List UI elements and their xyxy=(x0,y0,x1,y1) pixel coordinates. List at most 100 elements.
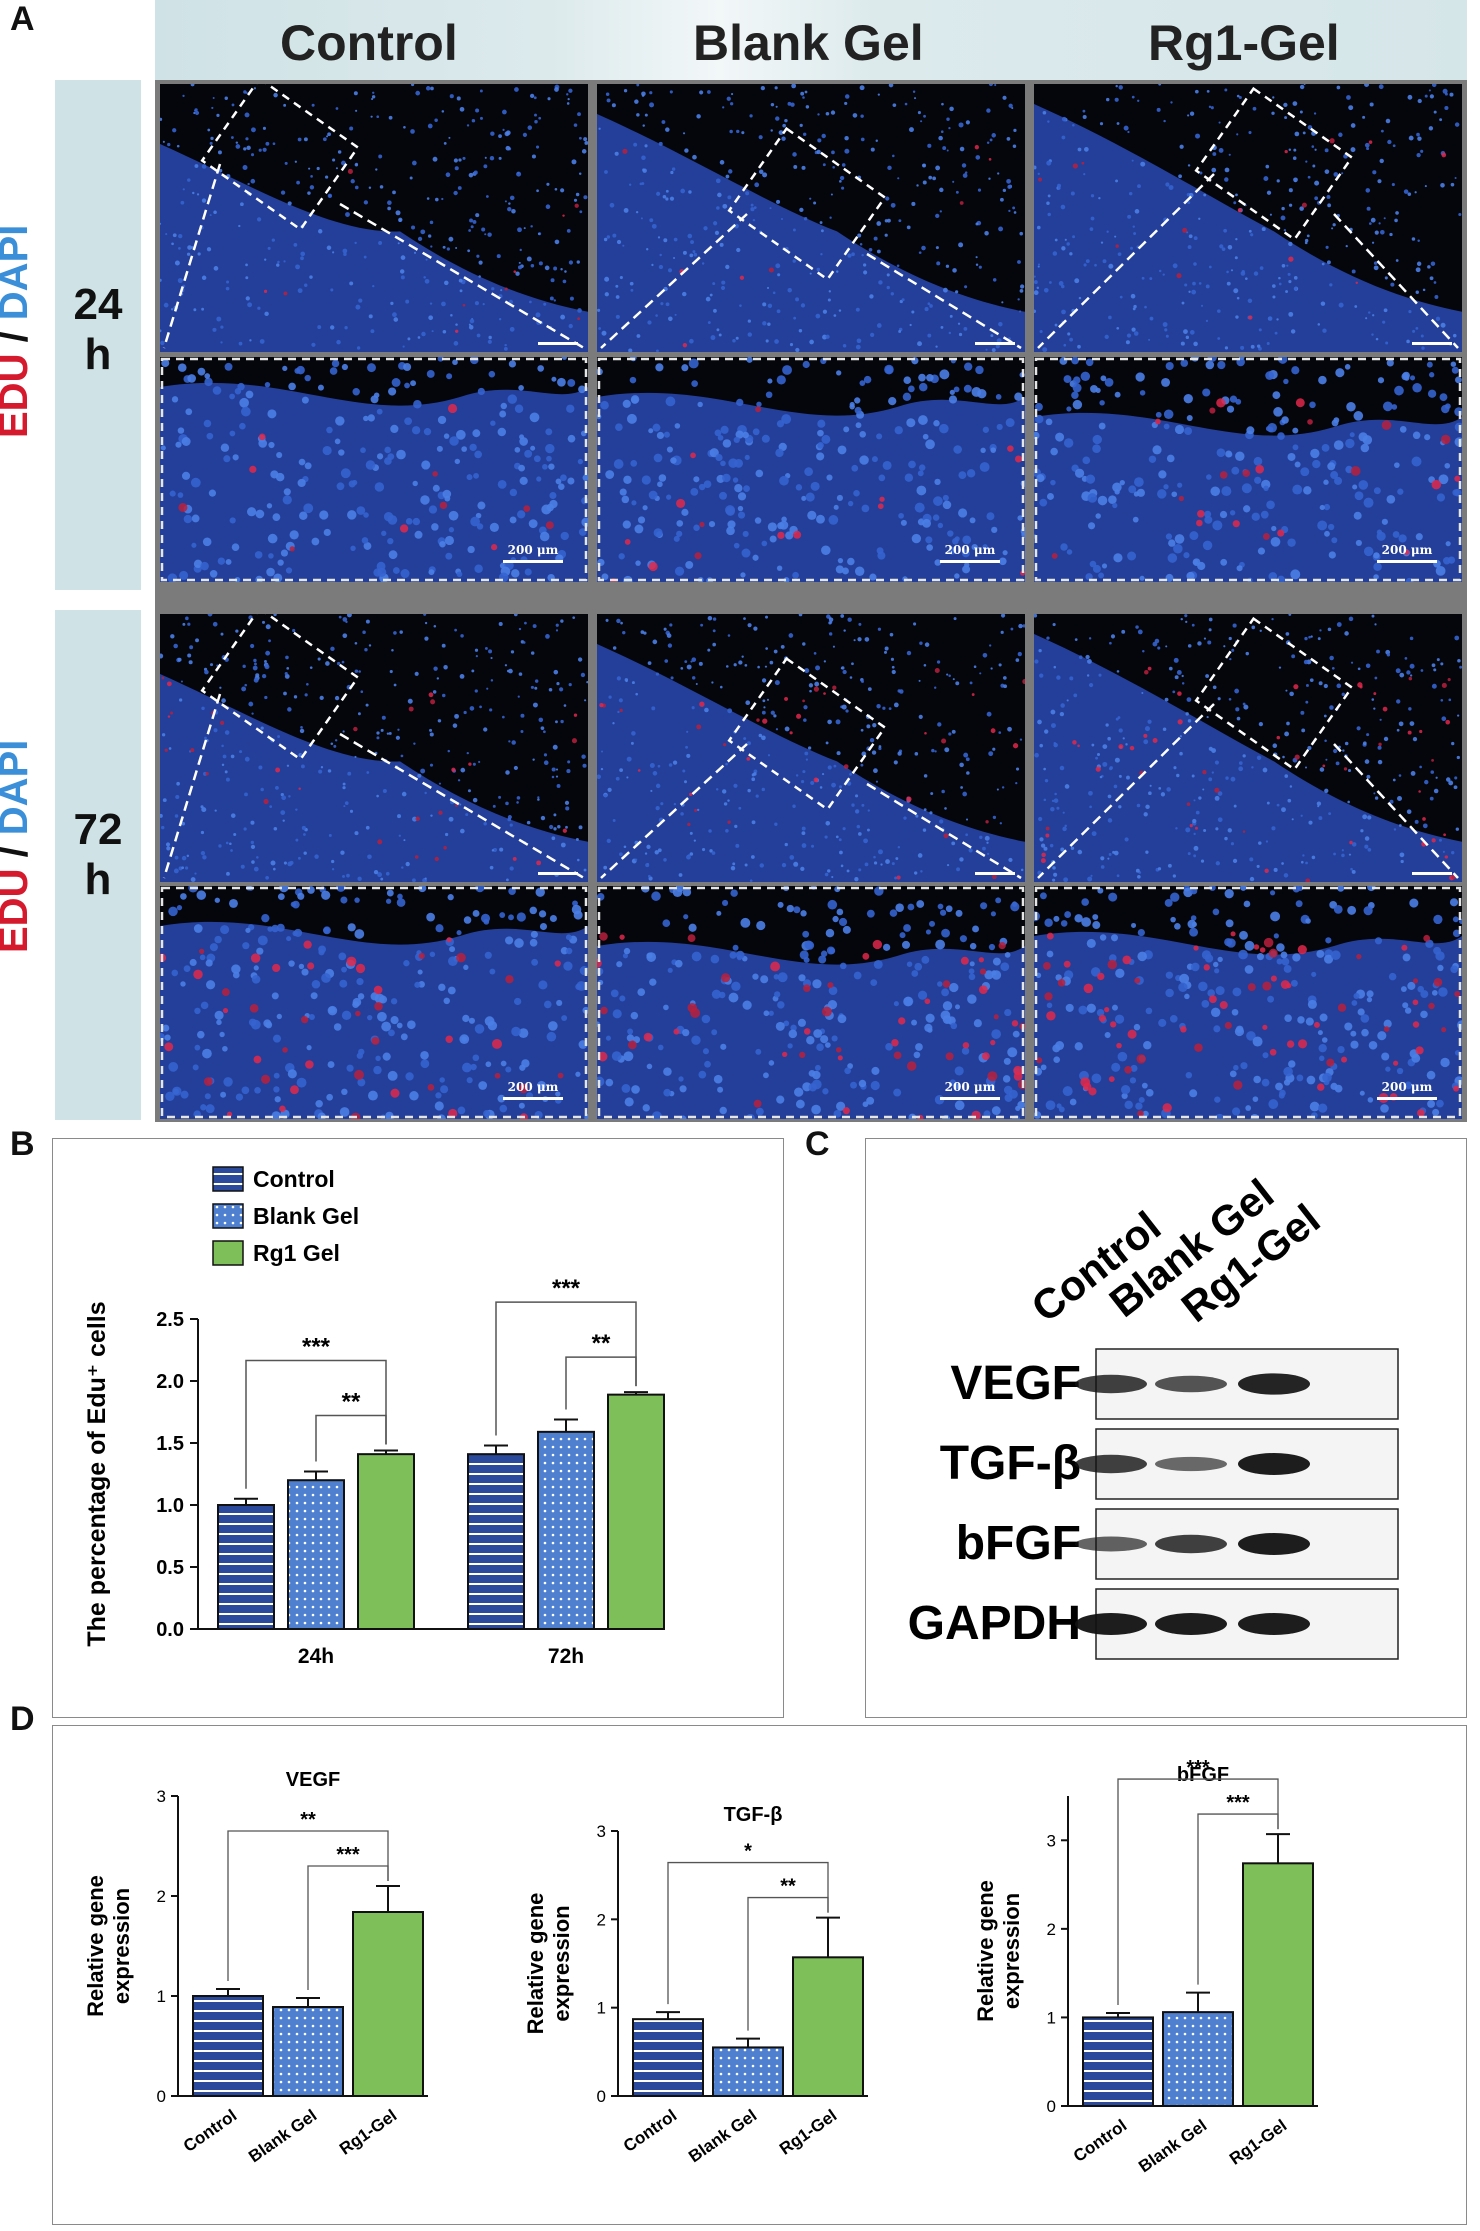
y-tick-label: 3 xyxy=(1047,1831,1056,1850)
scale-bar xyxy=(940,560,1000,563)
protein-label: TGF-β xyxy=(940,1437,1081,1490)
significance-label: *** xyxy=(1186,1757,1210,1779)
micrograph-image xyxy=(597,614,1025,882)
panel-d-frame: 0 1 2 3 VEGF Relative geneexpression Control Bl… xyxy=(52,1725,1467,2225)
micrograph-image xyxy=(1034,614,1462,882)
overview-micrograph xyxy=(597,614,1025,882)
y-tick-label: 0.5 xyxy=(156,1557,184,1579)
protein-label: bFGF xyxy=(956,1517,1081,1570)
y-axis-label: Relative geneexpression xyxy=(973,1880,1024,2022)
chart-title: bFGF xyxy=(1177,1764,1229,1786)
scale-label: 200 μm xyxy=(1382,1080,1433,1094)
scale-label: 200 μm xyxy=(945,1080,996,1094)
zoom-frame xyxy=(597,357,1025,582)
legend-swatch xyxy=(212,1240,244,1266)
overview-micrograph xyxy=(160,614,588,882)
zoom-frame xyxy=(160,886,588,1119)
zoom-guide-line xyxy=(600,743,748,879)
row-header-72h: 72 h xyxy=(55,610,141,1120)
x-tick-label: Rg1-Gel xyxy=(776,2106,840,2159)
scale-bar xyxy=(975,342,1015,345)
y-tick-label: 2.0 xyxy=(156,1371,184,1393)
bar xyxy=(192,1995,264,2097)
significance-label: * xyxy=(744,1841,752,1863)
edu-bar-chart: 0.0 0.5 1.0 1.5 2.0 2.5 The percentage of Edu⁺… xyxy=(83,1166,665,1668)
tissue-region xyxy=(160,382,588,582)
scale-bar xyxy=(538,342,578,345)
x-tick-label: Control xyxy=(1070,2116,1130,2166)
significance-label: ** xyxy=(342,1388,361,1415)
inset-box xyxy=(1194,616,1354,772)
bar xyxy=(272,2006,344,2097)
nuclei xyxy=(1034,886,1462,1119)
micrograph-image xyxy=(1034,84,1462,352)
micrograph-image xyxy=(597,84,1025,352)
y-axis-label: The percentage of Edu⁺ cells xyxy=(83,1301,111,1646)
x-tick-label: Rg1-Gel xyxy=(1226,2116,1290,2169)
bar xyxy=(792,1956,864,2097)
micrograph-image: 200 μm xyxy=(597,357,1025,582)
scale-bar xyxy=(940,1097,1000,1100)
y-tick-label: 0 xyxy=(597,2087,606,2106)
x-tick-label: 72h xyxy=(548,1645,584,1668)
blot-band xyxy=(1238,1373,1310,1395)
significance-label: *** xyxy=(1226,1792,1250,1814)
legend-swatch xyxy=(212,1203,244,1229)
y-tick-label: 1 xyxy=(157,1987,166,2006)
bar-rg1-gel xyxy=(607,1393,665,1630)
y-tick-label: 0 xyxy=(157,2087,166,2106)
scale-bar xyxy=(503,560,563,563)
zoom-frame xyxy=(160,357,588,582)
column-header-rg1-gel: Rg1-Gel xyxy=(1148,15,1340,71)
panel-letter-b: B xyxy=(10,1125,35,1163)
bar xyxy=(1082,2016,1154,2107)
bar-rg1-gel xyxy=(357,1453,415,1630)
micrograph-image xyxy=(160,84,588,352)
nuclei xyxy=(160,357,588,582)
tissue-region xyxy=(597,114,1025,352)
inset-box xyxy=(1194,86,1354,242)
tissue-region xyxy=(160,921,588,1119)
zoom-guide-line xyxy=(600,213,748,349)
x-tick-label: Blank Gel xyxy=(245,2106,320,2167)
significance-label: ** xyxy=(592,1330,611,1357)
row-time-72-unit: h xyxy=(84,855,112,904)
tissue-region xyxy=(1034,412,1462,582)
micrograph-image: 200 μm xyxy=(160,886,588,1119)
zoom-guide-line xyxy=(866,252,1022,350)
micrograph-image: 200 μm xyxy=(1034,357,1462,582)
tissue-region xyxy=(160,674,588,882)
micrograph-image: 200 μm xyxy=(597,886,1025,1119)
bar-blank-gel xyxy=(287,1479,345,1631)
inset-box xyxy=(200,614,360,762)
significance-bracket xyxy=(1117,1778,1279,2005)
y-tick-label: 1 xyxy=(1047,2008,1056,2027)
blot-band xyxy=(1075,1454,1147,1474)
bar-control xyxy=(217,1504,275,1630)
scale-bar xyxy=(503,1097,563,1100)
column-header-blank-gel: Blank Gel xyxy=(693,15,924,71)
bar xyxy=(352,1911,424,2097)
significance-label: *** xyxy=(302,1333,331,1360)
bar xyxy=(632,2018,704,2097)
zoom-frame xyxy=(597,886,1025,1119)
panel-b-frame: 0.0 0.5 1.0 1.5 2.0 2.5 The percentage of Edu⁺… xyxy=(52,1138,784,1718)
row-time-72: 72 xyxy=(73,805,123,854)
blot-band xyxy=(1155,1375,1227,1393)
micrograph-image xyxy=(160,614,588,882)
panel-c-frame: Control Blank Gel Rg1-Gel VEGF TGF-β bFGF GAPD… xyxy=(865,1138,1467,1718)
overview-micrograph xyxy=(160,84,588,352)
zoom-guide-line xyxy=(162,163,222,349)
zoom-guide-line xyxy=(1333,213,1459,349)
zoom-guide-line xyxy=(1333,743,1459,879)
row-time-24-unit: h xyxy=(84,330,112,379)
blot-band xyxy=(1238,1613,1310,1635)
protein-label: GAPDH xyxy=(908,1597,1081,1650)
zoom-guide-line xyxy=(1037,173,1215,349)
tissue-region xyxy=(160,144,588,352)
significance-bracket xyxy=(227,1830,389,1981)
x-tick-label: Blank Gel xyxy=(1135,2116,1210,2177)
scale-label: 200 μm xyxy=(945,543,996,557)
tissue-region xyxy=(1034,104,1462,352)
